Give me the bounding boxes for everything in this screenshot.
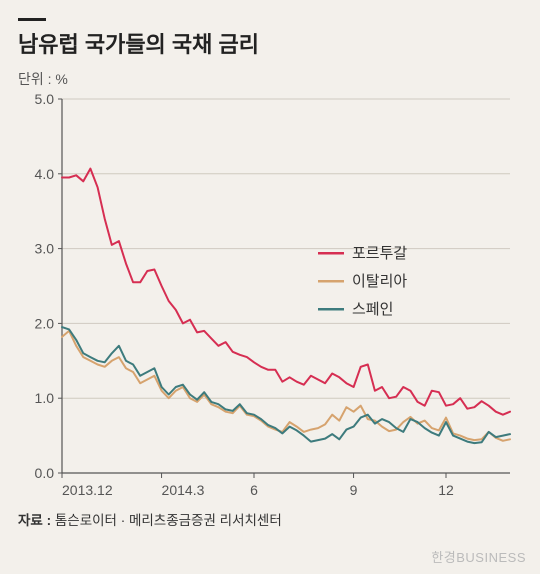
y-tick-label: 0.0 — [35, 465, 55, 481]
y-tick-label: 2.0 — [35, 315, 55, 331]
line-chart: 0.0 1.0 2.0 3.0 4.0 5.0 2013.12 2014.3 6 9 12 포르투갈이… — [18, 93, 522, 503]
watermark: 한경BUSINESS — [431, 547, 526, 566]
title-rule — [18, 18, 46, 21]
legend-swatch — [318, 252, 344, 255]
legend-swatch — [318, 308, 344, 311]
x-tick-label: 2013.12 — [62, 482, 113, 498]
legend-label: 스페인 — [352, 301, 393, 318]
legend-label: 이탈리아 — [352, 273, 407, 290]
x-tick-label: 6 — [250, 482, 258, 498]
series-line — [62, 331, 510, 441]
x-tick-label: 9 — [350, 482, 358, 498]
source-label: 자료 : — [18, 513, 51, 528]
x-tick-label: 2014.3 — [162, 482, 205, 498]
source-text: 톰슨로이터 · 메리츠종금증권 리서치센터 — [55, 513, 282, 528]
legend-label: 포르투갈 — [352, 245, 407, 262]
y-tick-label: 4.0 — [35, 166, 55, 182]
y-tick-label: 3.0 — [35, 241, 55, 257]
x-tick-label: 12 — [438, 482, 454, 498]
y-tick-label: 5.0 — [35, 93, 55, 107]
source-line: 자료 : 톰슨로이터 · 메리츠종금증권 리서치센터 — [18, 509, 522, 529]
series-line — [62, 169, 510, 415]
unit-label: 단위 : % — [18, 69, 522, 89]
legend-swatch — [318, 280, 344, 283]
y-tick-label: 1.0 — [35, 390, 55, 406]
chart-svg: 0.0 1.0 2.0 3.0 4.0 5.0 2013.12 2014.3 6 9 12 포르투갈이… — [18, 93, 522, 503]
page-title: 남유럽 국가들의 국채 금리 — [18, 27, 522, 59]
